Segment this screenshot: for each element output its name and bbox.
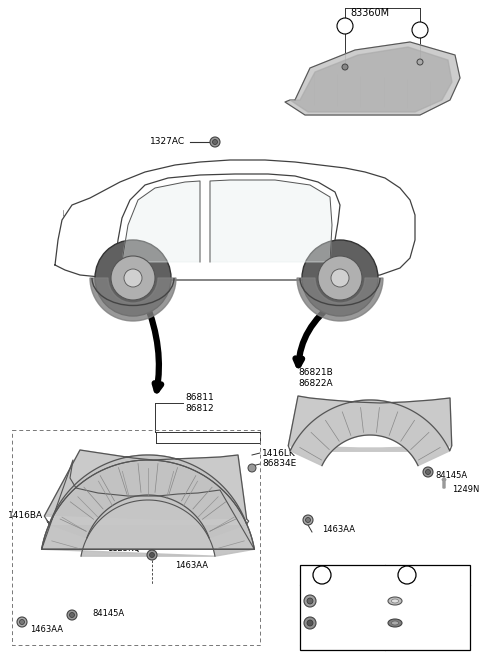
Text: 84145A: 84145A	[435, 470, 467, 480]
Text: 1463AA: 1463AA	[30, 626, 63, 634]
Circle shape	[304, 595, 316, 607]
Circle shape	[425, 470, 431, 474]
Text: 1249NL: 1249NL	[452, 485, 480, 495]
Text: b: b	[417, 26, 423, 35]
Polygon shape	[122, 181, 200, 262]
Circle shape	[302, 240, 378, 316]
Text: 86821B
86822A: 86821B 86822A	[298, 368, 333, 388]
Text: 86834E: 86834E	[262, 459, 296, 468]
Circle shape	[303, 515, 313, 525]
Text: 84219E: 84219E	[413, 619, 447, 628]
Polygon shape	[55, 160, 415, 280]
Text: b: b	[404, 570, 410, 580]
Circle shape	[248, 464, 256, 472]
Text: 1125KQ: 1125KQ	[107, 544, 140, 552]
FancyArrow shape	[442, 477, 446, 488]
Polygon shape	[288, 396, 452, 451]
Polygon shape	[115, 174, 340, 268]
Circle shape	[313, 566, 331, 584]
Ellipse shape	[388, 597, 402, 605]
Bar	[12, 430, 260, 645]
Polygon shape	[44, 450, 247, 524]
Polygon shape	[42, 460, 254, 556]
Text: 1463AA: 1463AA	[175, 560, 208, 569]
Polygon shape	[42, 460, 254, 549]
Wedge shape	[90, 278, 176, 321]
Circle shape	[318, 256, 362, 300]
Polygon shape	[285, 42, 460, 115]
Circle shape	[417, 59, 423, 65]
Wedge shape	[297, 278, 383, 321]
Text: 84145A: 84145A	[92, 609, 124, 617]
Circle shape	[20, 619, 24, 625]
Circle shape	[124, 269, 142, 287]
Text: 84220U: 84220U	[413, 596, 448, 605]
Circle shape	[304, 617, 316, 629]
Circle shape	[149, 552, 155, 558]
Circle shape	[111, 256, 155, 300]
Polygon shape	[49, 455, 247, 538]
Circle shape	[337, 18, 353, 34]
Circle shape	[210, 137, 220, 147]
Circle shape	[398, 566, 416, 584]
Text: 1463AA: 1463AA	[322, 525, 355, 535]
Circle shape	[147, 550, 157, 560]
Circle shape	[423, 467, 433, 477]
Circle shape	[331, 269, 349, 287]
Polygon shape	[290, 47, 452, 112]
Circle shape	[17, 617, 27, 627]
Text: 86811
86812: 86811 86812	[185, 394, 214, 413]
Text: 83360M: 83360M	[350, 8, 390, 18]
Circle shape	[412, 22, 428, 38]
Circle shape	[95, 240, 171, 316]
Circle shape	[307, 620, 313, 626]
Circle shape	[213, 140, 217, 144]
Ellipse shape	[392, 599, 398, 603]
Text: a: a	[319, 570, 325, 580]
Circle shape	[70, 613, 74, 617]
Circle shape	[307, 598, 313, 604]
Text: 1416LK: 1416LK	[262, 449, 296, 457]
Text: 1043EA: 1043EA	[328, 596, 362, 605]
Polygon shape	[210, 180, 332, 262]
Bar	[300, 565, 470, 650]
Text: a: a	[342, 22, 348, 30]
Text: 1042AA: 1042AA	[328, 619, 363, 628]
Polygon shape	[290, 400, 450, 466]
Text: 1416BA: 1416BA	[8, 510, 43, 520]
Ellipse shape	[392, 621, 398, 625]
Circle shape	[342, 64, 348, 70]
Ellipse shape	[388, 619, 402, 627]
Text: 1327AC: 1327AC	[150, 138, 185, 146]
Circle shape	[67, 610, 77, 620]
Circle shape	[305, 518, 311, 522]
